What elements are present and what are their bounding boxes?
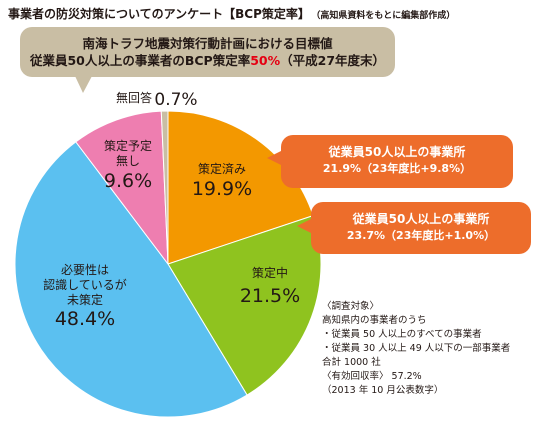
completed-callout-tail bbox=[267, 150, 283, 166]
slice-label: 策定予定 bbox=[104, 138, 152, 153]
note-line: ・従業員 30 人以上 49 人以下の一部事業者 bbox=[322, 343, 511, 354]
slice-label: 策定済み bbox=[198, 161, 246, 176]
note-line: ・従業員 50 人以上のすべての事業者 bbox=[322, 329, 482, 340]
in-progress-callout-line1: 従業員50人以上の事業所 bbox=[352, 212, 490, 226]
slice-label: 認識しているが bbox=[43, 277, 127, 292]
pie-slice bbox=[14, 141, 248, 418]
in-progress-callout-tail bbox=[297, 218, 313, 234]
chart-title: 事業者の防災対策についてのアンケート【BCP策定率】 （高知県資料をもとに編集部作… bbox=[8, 5, 455, 22]
in-progress-callout-line2: 23.7%（23年度比+1.0%） bbox=[346, 229, 496, 242]
survey-notes: 〈調査対象〉 高知県内の事業者のうち ・従業員 50 人以上のすべての事業者 ・… bbox=[322, 300, 510, 398]
pie-slices bbox=[14, 110, 322, 418]
slice-value-label: 21.5% bbox=[240, 285, 300, 307]
target-callout-line2: 従業員50人以上の事業者のBCP策定率50%（平成27年度末） bbox=[20, 52, 395, 69]
slice-label: 策定中 bbox=[252, 265, 288, 280]
pie-slice bbox=[167, 110, 314, 265]
note-line: 高知県内の事業者のうち bbox=[322, 315, 427, 326]
pie-slice bbox=[160, 110, 169, 265]
pie-slice bbox=[75, 110, 169, 266]
in-progress-callout: 従業員50人以上の事業所 23.7%（23年度比+1.0%） bbox=[311, 202, 531, 254]
target-highlight: 50% bbox=[250, 53, 281, 68]
slice-value-label: 19.9% bbox=[192, 178, 252, 200]
target-line2-before: 従業員50人以上の事業者のBCP策定率 bbox=[29, 53, 251, 68]
slice-label: 未策定 bbox=[67, 292, 103, 307]
completed-callout-line2: 21.9%（23年度比+9.8%） bbox=[322, 162, 472, 175]
note-line: 合計 1000 社 bbox=[322, 357, 381, 368]
completed-callout: 従業員50人以上の事業所 21.9%（23年度比+9.8%） bbox=[281, 135, 513, 188]
target-callout-line1: 南海トラフ地震対策行動計画における目標値 bbox=[82, 36, 333, 51]
slice-label: 無し bbox=[116, 153, 140, 168]
note-line: 〈有効回収率〉 57.2% bbox=[322, 371, 422, 382]
source-note: （高知県資料をもとに編集部作成） bbox=[315, 11, 456, 21]
target-callout: 南海トラフ地震対策行動計画における目標値 従業員50人以上の事業者のBCP策定率… bbox=[20, 27, 395, 77]
target-line2-after: （平成27年度末） bbox=[280, 53, 386, 68]
slice-label: 無回答 bbox=[116, 90, 152, 105]
target-callout-tail bbox=[75, 76, 92, 93]
slice-label: 必要性は bbox=[61, 263, 109, 277]
slice-value-label: 48.4% bbox=[55, 308, 115, 330]
title-text: 事業者の防災対策についてのアンケート【BCP策定率】 bbox=[8, 7, 310, 21]
completed-callout-line1: 従業員50人以上の事業所 bbox=[328, 145, 466, 159]
slice-value-label: 9.6% bbox=[104, 170, 152, 192]
slice-value-label: 0.7% bbox=[154, 90, 197, 110]
note-line: 〈調査対象〉 bbox=[322, 301, 380, 312]
note-line: （2013 年 10 月公表数字） bbox=[322, 385, 444, 396]
